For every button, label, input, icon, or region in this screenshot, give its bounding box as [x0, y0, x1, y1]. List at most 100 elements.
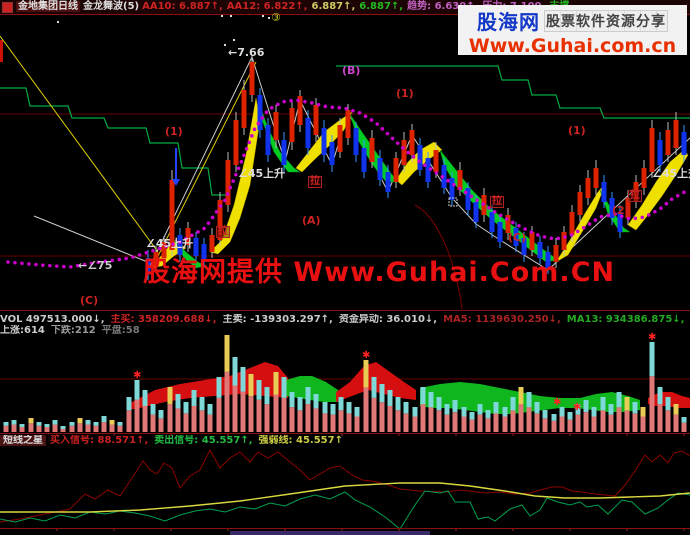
volume-bar-tip [175, 394, 181, 409]
ma-dot [110, 258, 115, 263]
stock-title[interactable]: 金地集团日线 [16, 1, 80, 12]
volume-bar [36, 425, 42, 432]
volume-bar-tip [11, 420, 17, 425]
money-flow-band [128, 362, 288, 410]
ma-dot [256, 121, 261, 126]
ma-dot [492, 209, 497, 214]
candle-body [545, 252, 551, 268]
candle-body [281, 140, 287, 165]
volume-bar-tip [313, 394, 319, 409]
volume-bar [502, 416, 508, 432]
ma-dot [653, 209, 657, 214]
volume-bar [289, 407, 295, 432]
ma-dot [303, 99, 307, 104]
volume-bar-tip [199, 397, 205, 411]
candle-body [577, 192, 583, 215]
ma-dot [569, 233, 574, 237]
volume-bar [101, 422, 107, 432]
ma-dot [236, 166, 241, 171]
volume-bar [542, 418, 548, 432]
volume-bar-tip [395, 397, 401, 411]
ma-dot [575, 229, 580, 234]
ma-dot [463, 190, 468, 195]
volume-bar-tip [248, 374, 254, 397]
volume-bar-tip [559, 407, 565, 417]
volume-bar-tip [19, 424, 25, 428]
candle-body [345, 110, 351, 138]
marker-dot [268, 17, 270, 19]
volume-bar-tip [436, 397, 442, 411]
volume-bar [183, 413, 189, 432]
ma-dot [411, 155, 416, 159]
candle-body [585, 178, 591, 198]
ma-dot [599, 214, 604, 219]
logo-site-name: 股海网 [477, 10, 540, 34]
ma-dot [164, 244, 169, 249]
volume-bar-tip [28, 418, 34, 424]
chart-annotation: 拉 [628, 190, 642, 202]
darkred-curve [414, 204, 463, 310]
ma-dot [75, 263, 80, 268]
chart-annotation: ∠45上升 [652, 167, 690, 180]
ma-dot [682, 190, 686, 195]
ma-dot [434, 171, 439, 175]
candle-body [449, 178, 455, 200]
marker-dot [233, 39, 235, 41]
volume-bar-tip [126, 397, 132, 411]
marker-dot [57, 21, 59, 23]
ma-dot [385, 131, 390, 136]
candle-body [537, 242, 543, 258]
volume-bar [493, 413, 499, 432]
ma-dot [406, 150, 410, 155]
volume-bar-tip [363, 360, 369, 388]
ma-dot [252, 127, 257, 132]
signal-indicator-name[interactable]: 短线之星 [0, 435, 46, 446]
ma-dot [517, 223, 521, 228]
volume-stat: 主卖: -139303.297↑, [222, 314, 333, 325]
volume-bar-tip [354, 407, 360, 417]
volume-bar [313, 408, 319, 432]
indicator-value: 趋势: 6.630↑, [407, 1, 479, 12]
candle-body [657, 140, 663, 165]
volume-bar [322, 413, 328, 432]
volume-bar [305, 404, 311, 432]
chart-annotation: (C) [80, 294, 99, 307]
volume-bar-tip [502, 407, 508, 417]
indicator-name[interactable]: 金龙舞波(5) [83, 1, 140, 12]
ma-dot [117, 257, 122, 262]
volume-bar [395, 410, 401, 432]
ma-dot [151, 248, 155, 253]
volume-bar [338, 410, 344, 432]
volume-bar-tip [616, 392, 622, 408]
ma-dot [640, 215, 645, 220]
volume-bar-tip [36, 422, 42, 426]
ma-dot [202, 226, 206, 231]
candle-body [305, 118, 311, 148]
volume-bar [583, 412, 589, 432]
ma-dot [440, 175, 445, 179]
candle-body [473, 202, 479, 222]
volume-bar-tip [224, 335, 230, 372]
ma-dot [613, 212, 617, 216]
ma-dot [369, 118, 374, 122]
volume-bar [436, 410, 442, 432]
ma-dot [395, 141, 400, 145]
ma-dot [475, 198, 480, 202]
wave-ribbon [627, 149, 689, 231]
volume-bar-tip [207, 404, 213, 415]
volume-bar [420, 404, 426, 432]
volume-bar [69, 425, 75, 432]
volume-bar-tip [330, 404, 336, 415]
ma-dot [351, 108, 355, 113]
ma-dot [310, 101, 314, 105]
ma-dot [239, 159, 244, 164]
candle-body [233, 120, 239, 165]
volume-bar-tip [60, 426, 66, 429]
indicator-value: 6.887↑, [359, 1, 404, 12]
marker-dot [221, 15, 223, 17]
candle-body [169, 180, 175, 250]
volume-bar [640, 416, 646, 432]
ma-dot [593, 218, 598, 222]
